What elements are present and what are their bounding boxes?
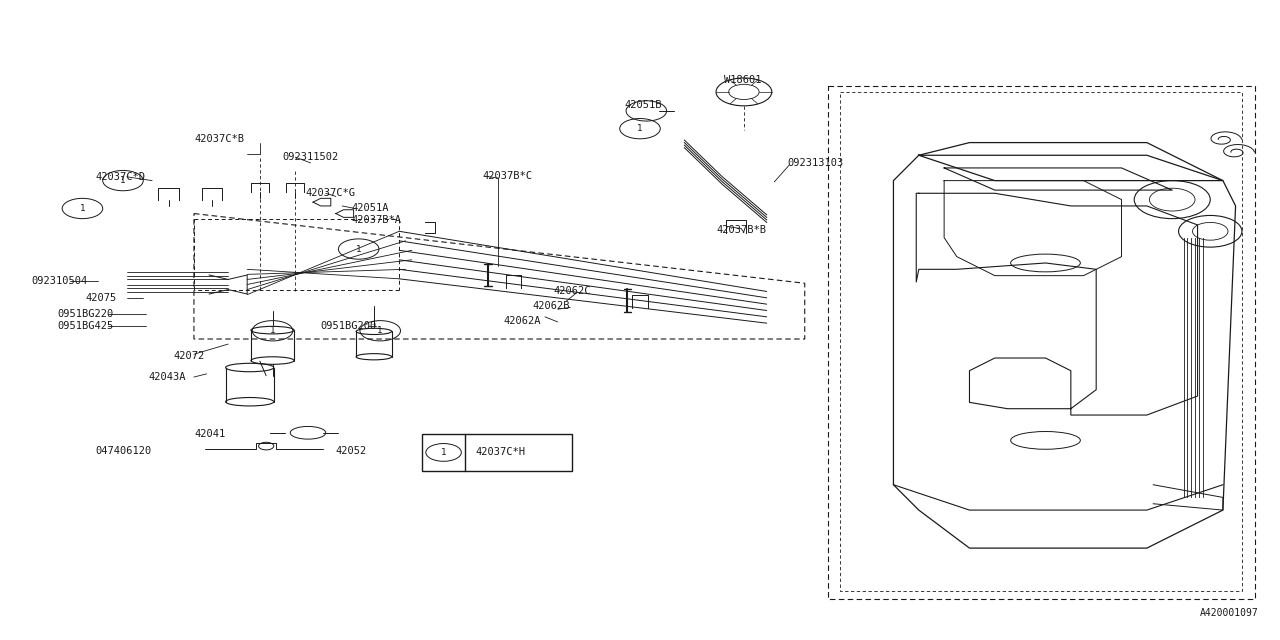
Text: 42043A: 42043A [148, 372, 186, 382]
Text: 42037C*G: 42037C*G [306, 188, 356, 198]
Text: A420001097: A420001097 [1199, 608, 1258, 618]
Text: 42051B: 42051B [625, 100, 662, 109]
Text: 42052: 42052 [335, 445, 367, 456]
Text: 092310504: 092310504 [32, 276, 88, 286]
Text: 42062C: 42062C [554, 286, 591, 296]
Text: W18601: W18601 [723, 76, 762, 86]
Text: 092313103: 092313103 [787, 158, 844, 168]
Text: 42037B*C: 42037B*C [483, 170, 532, 180]
Text: 42037C*B: 42037C*B [195, 134, 244, 145]
Text: 1: 1 [79, 204, 86, 213]
Text: 42037C*D: 42037C*D [95, 172, 145, 182]
Text: 0951BG220: 0951BG220 [58, 308, 114, 319]
Text: 092311502: 092311502 [283, 152, 339, 162]
Text: 42041: 42041 [195, 429, 225, 439]
Text: 42062A: 42062A [503, 316, 540, 326]
Text: 42037B*A: 42037B*A [351, 215, 401, 225]
Text: 1: 1 [120, 176, 125, 185]
Text: 047406120: 047406120 [95, 445, 151, 456]
Text: 42072: 42072 [174, 351, 205, 361]
Text: 42037C*H: 42037C*H [475, 447, 525, 458]
Text: 1: 1 [356, 244, 361, 253]
Text: 42037B*B: 42037B*B [716, 225, 765, 235]
Text: 42062B: 42062B [532, 301, 570, 311]
Text: 0951BG425: 0951BG425 [58, 321, 114, 332]
Text: 1: 1 [378, 326, 383, 335]
Text: 42075: 42075 [84, 293, 116, 303]
Text: 1: 1 [440, 448, 447, 457]
Text: 1: 1 [637, 124, 643, 133]
Text: 42051A: 42051A [351, 204, 389, 214]
Text: 0951BG200: 0951BG200 [321, 321, 376, 332]
Text: 1: 1 [270, 326, 275, 335]
